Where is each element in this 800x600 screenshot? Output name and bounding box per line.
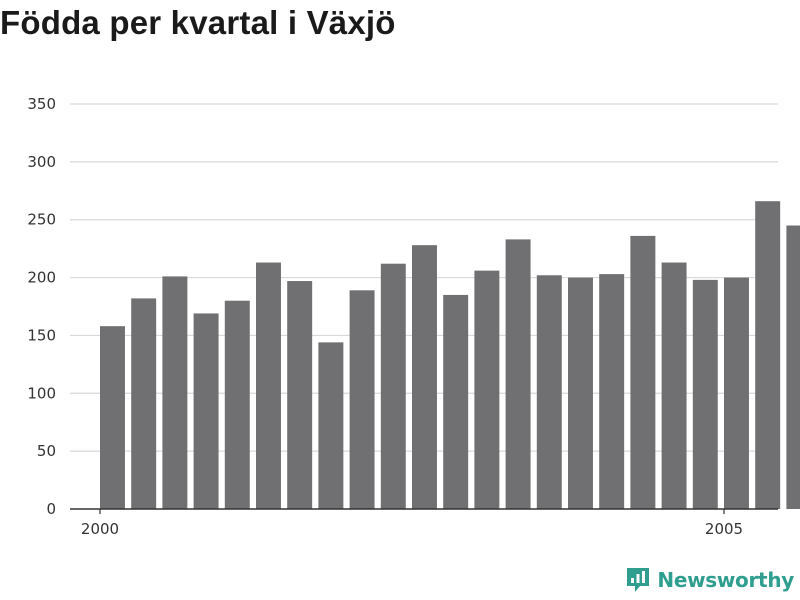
bar [131,298,157,509]
bar [287,281,313,509]
bar [100,326,125,509]
bar [536,275,562,509]
bar [786,225,800,509]
newsworthy-logo[interactable]: Newsworthy [625,566,794,594]
y-tick-label: 100 [27,384,56,402]
y-tick-label: 200 [27,269,56,287]
page-title: Födda per kvartal i Växjö [0,4,396,41]
bar [630,235,656,509]
bars [100,201,800,510]
bar [380,263,406,509]
y-tick-label: 150 [27,326,56,344]
x-tick-label: 2005 [705,520,743,538]
bar [443,294,469,509]
y-tick-label: 0 [46,500,56,518]
bar [755,201,781,509]
x-axis-ticks: 200020052010201520202025 [81,509,743,538]
bar [724,277,749,509]
x-tick-label: 2000 [81,520,119,538]
bar [318,342,344,509]
bar [412,245,437,510]
newsworthy-chart-icon [627,568,650,592]
y-tick-label: 300 [27,153,56,171]
bar [224,300,250,509]
y-tick-label: 350 [27,95,56,113]
bar [193,313,219,509]
bar [505,239,531,509]
brand-name: Newsworthy [657,568,794,592]
bar [599,274,625,509]
bar [568,277,593,509]
bar [692,279,718,509]
y-tick-label: 50 [37,442,56,460]
bar [349,290,375,509]
bar [162,276,188,509]
y-tick-label: 250 [27,211,56,229]
bar [256,262,281,509]
y-axis-ticks: 0 50 100 150 200 250 300 350 [27,95,56,518]
bar [661,262,687,509]
bar [474,270,500,509]
